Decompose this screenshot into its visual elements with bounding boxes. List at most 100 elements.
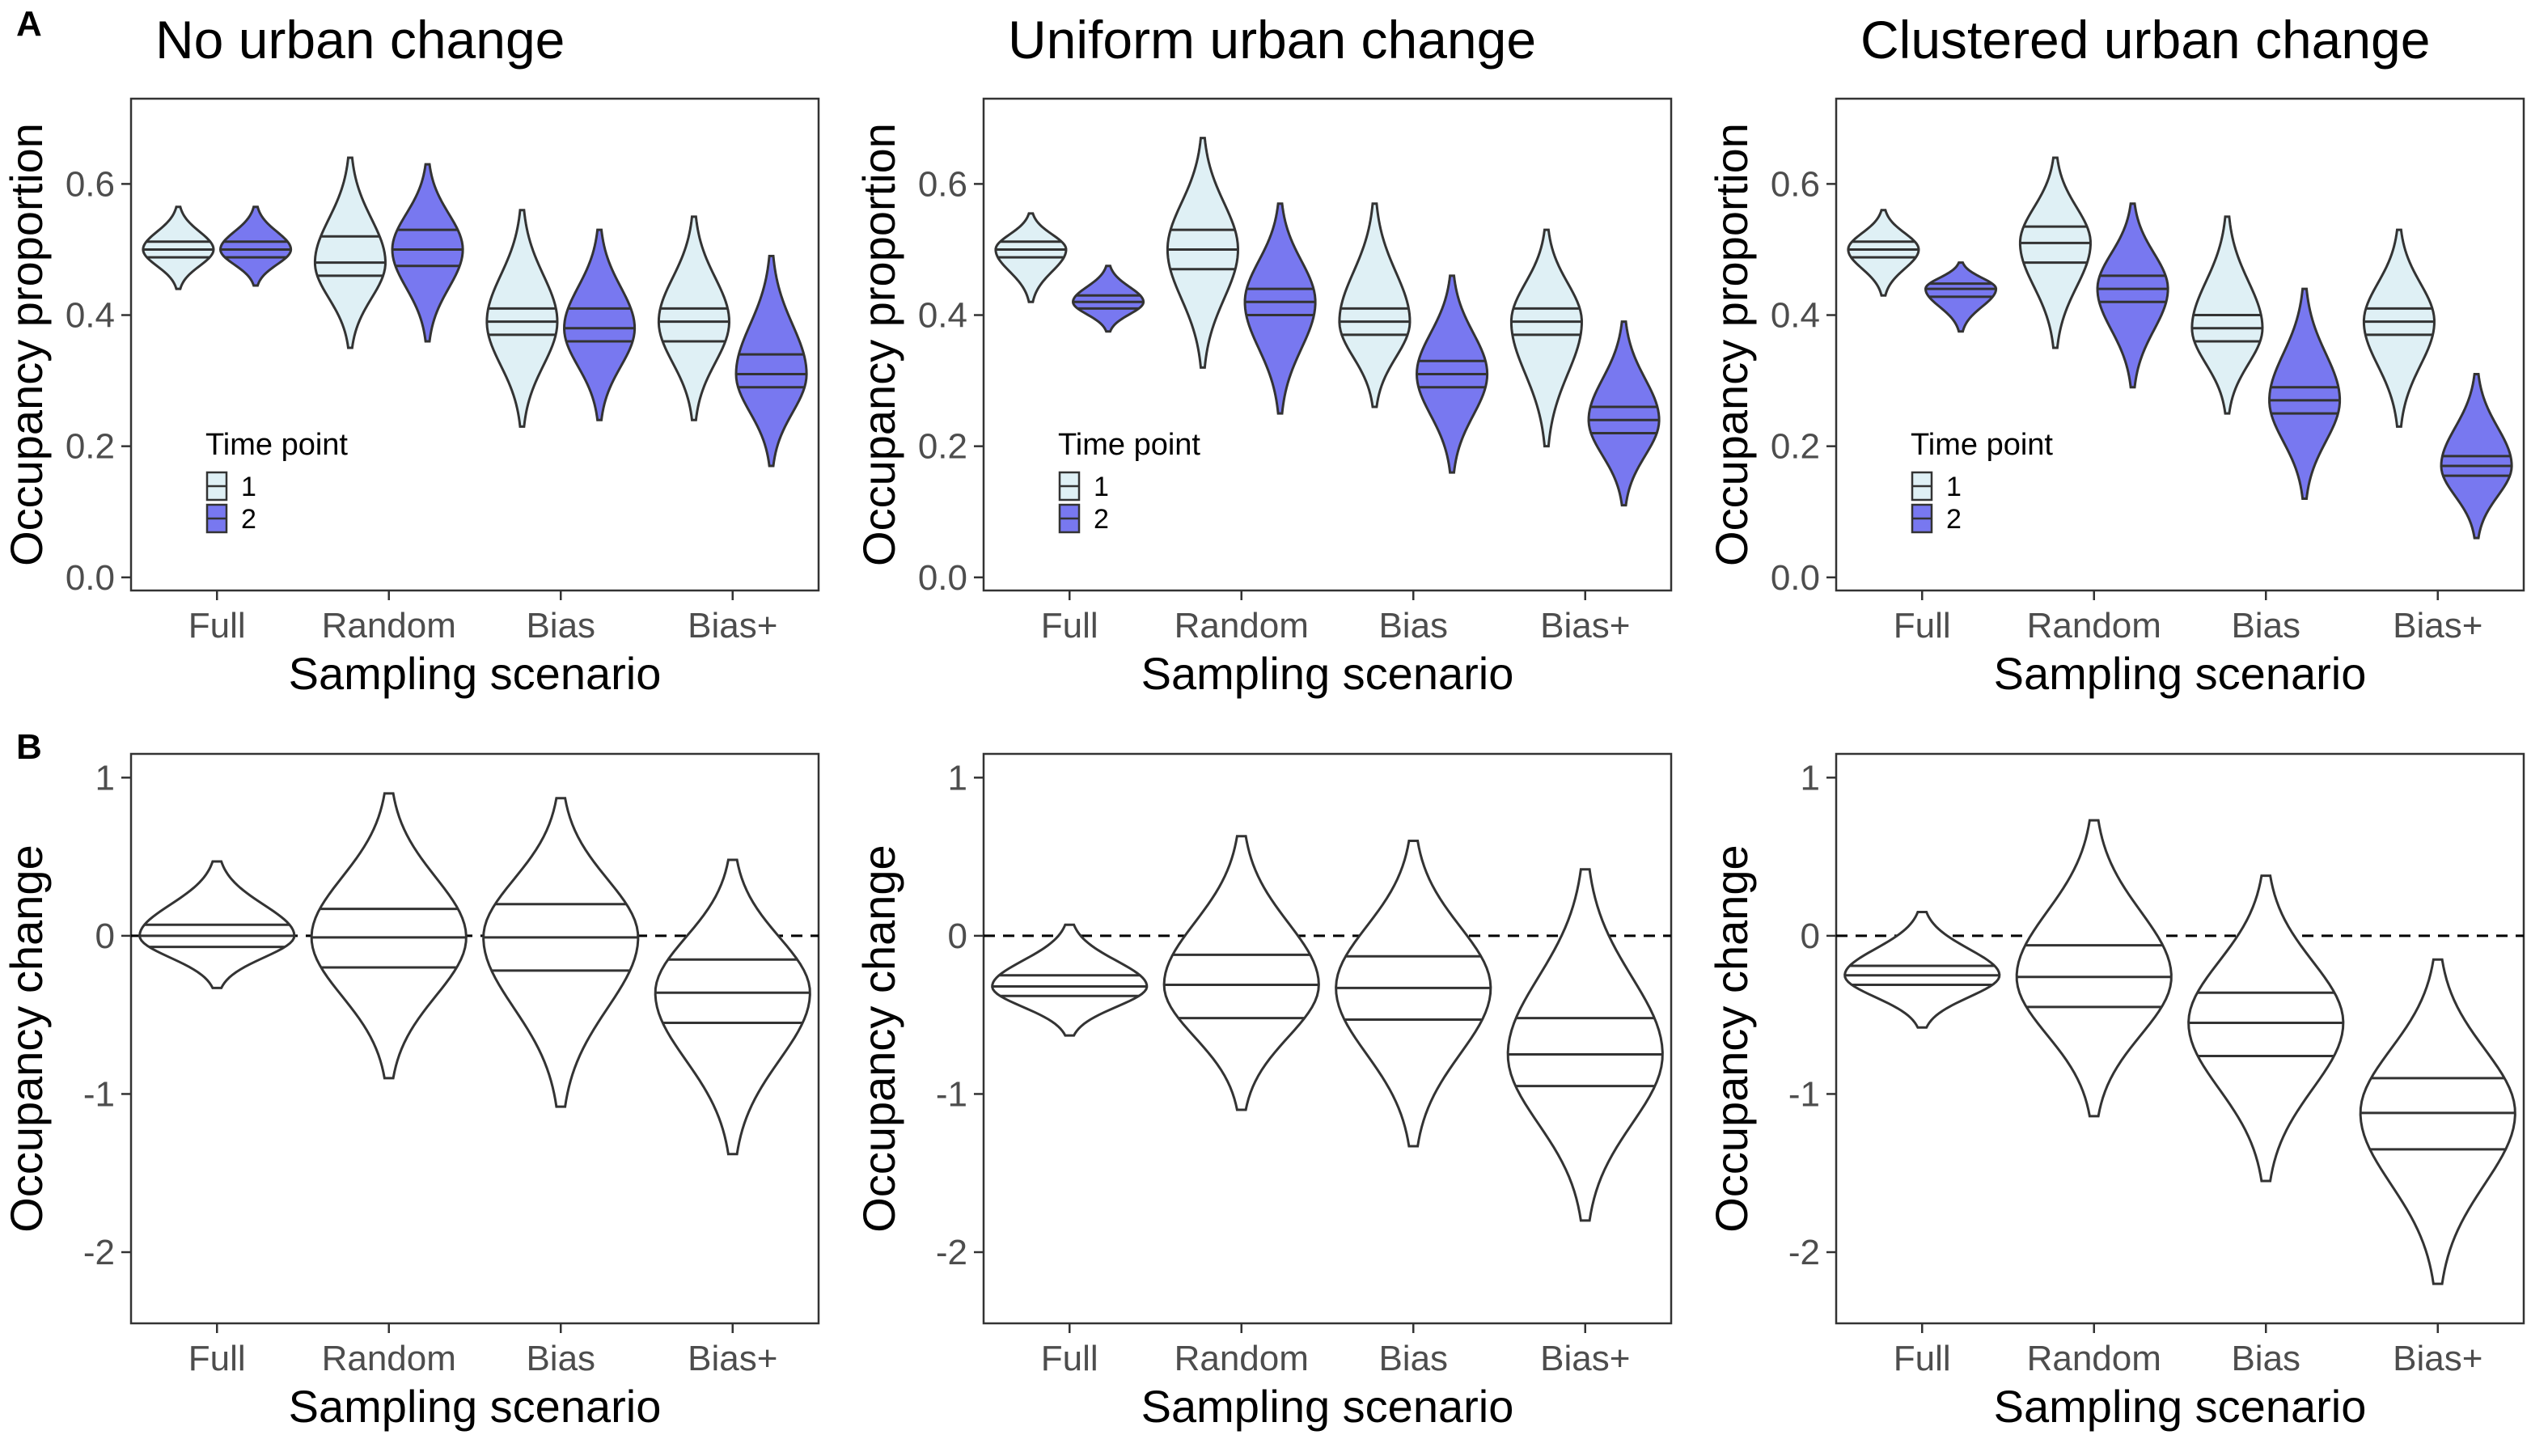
x-axis-label: Sampling scenario: [1994, 648, 2367, 699]
violin-tp2-full: [1072, 265, 1145, 333]
violin-full: [1843, 911, 2001, 1029]
violin-tp1-random: [2018, 156, 2092, 349]
violin-random: [1162, 835, 1320, 1111]
legend-label-2: 2: [241, 504, 256, 535]
violin-tp2-random: [391, 163, 464, 343]
violin-tp2-random: [2096, 202, 2169, 389]
chart-panel-5: -2 -1 0 1 Full Random Bias Bias+ Sampling scenar…: [853, 752, 1673, 1432]
panel-label-b: B: [16, 727, 42, 767]
y-tick-label: 1: [948, 758, 967, 798]
plot-frame: [1835, 752, 2525, 1325]
violin-tp2-bias: [563, 228, 637, 421]
plot-frame: [129, 97, 820, 592]
violin-bias-plus: [654, 858, 811, 1156]
y-tick-label: -1: [1788, 1074, 1820, 1114]
violin-bias-plus: [1506, 868, 1664, 1222]
legend-title: Time point: [1058, 428, 1200, 462]
violin-tp1-random: [313, 156, 387, 349]
y-tick-label: 0.6: [918, 164, 967, 204]
y-tick-label: 0.4: [66, 296, 115, 336]
x-axis-label: Sampling scenario: [1994, 1381, 2367, 1432]
y-axis-label: Occupancy proportion: [1, 123, 52, 566]
x-tick-label: Full: [1894, 1339, 1951, 1378]
violin-tp1-bias-plus: [2362, 228, 2436, 428]
legend: Time point 12: [205, 428, 348, 535]
violin-tp2-bias-plus: [734, 255, 808, 468]
x-tick-label: Bias: [526, 1339, 595, 1378]
legend: Time point 12: [1911, 428, 2053, 535]
x-tick-label: Full: [188, 606, 246, 645]
violin-bias: [482, 797, 640, 1108]
violin-bias: [1335, 840, 1492, 1148]
x-tick-label: Bias: [526, 606, 595, 645]
violin-tp1-bias: [485, 209, 559, 428]
violin-tp2-bias: [2268, 287, 2342, 501]
plot-frame: [129, 752, 820, 1325]
legend: Time point 12: [1058, 428, 1200, 535]
chart-panel-1: No urban change 0.0 0.2 0.4 0.6 Full Random Bia…: [1, 10, 820, 699]
x-tick-label: Random: [2027, 606, 2161, 645]
y-tick-label: 0: [1801, 916, 1820, 956]
y-tick-label: 1: [1801, 758, 1820, 798]
y-tick-label: 0: [95, 916, 115, 956]
violin-tp1-full: [1847, 209, 1920, 297]
x-tick-label: Bias+: [2393, 606, 2482, 645]
y-tick-label: 0.4: [1771, 296, 1820, 336]
y-tick-label: 1: [95, 758, 115, 798]
y-tick-label: 0.0: [918, 558, 967, 598]
chart-panel-4: -2 -1 0 1 Full Random Bias Bias+ Sampling scenar…: [1, 752, 820, 1432]
violin-random: [2015, 819, 2173, 1118]
violin-bias-plus: [2359, 958, 2516, 1285]
plot-frame: [982, 752, 1673, 1325]
legend-label-1: 1: [241, 472, 256, 502]
x-tick-label: Full: [188, 1339, 246, 1378]
legend-label-2: 2: [1094, 504, 1109, 535]
violin-tp1-bias: [1338, 202, 1412, 408]
x-tick-label: Bias+: [688, 606, 777, 645]
violin-tp1-bias-plus: [1509, 228, 1583, 448]
x-axis-label: Sampling scenario: [289, 648, 662, 699]
y-tick-label: -2: [1788, 1233, 1820, 1272]
violin-random: [310, 792, 468, 1080]
x-tick-label: Random: [322, 606, 456, 645]
y-tick-label: -2: [83, 1233, 115, 1272]
y-tick-label: -1: [83, 1074, 115, 1114]
plot-area: No urban change 0.0 0.2 0.4 0.6 Full Random Bia…: [1, 10, 2525, 1432]
y-tick-label: 0.2: [66, 427, 115, 467]
plot-frame: [982, 97, 1673, 592]
legend-title: Time point: [1911, 428, 2053, 462]
x-tick-label: Bias: [2231, 606, 2300, 645]
y-tick-label: 0.6: [66, 164, 115, 204]
x-tick-label: Bias: [1378, 1339, 1448, 1378]
violin-tp1-random: [1166, 137, 1239, 369]
violin-tp2-random: [1243, 202, 1317, 415]
y-tick-label: 0.0: [66, 558, 115, 598]
violin-tp1-full: [142, 205, 215, 290]
x-tick-label: Bias: [2231, 1339, 2300, 1378]
x-tick-label: Bias+: [2393, 1339, 2482, 1378]
x-tick-label: Random: [1175, 606, 1309, 645]
violin-bias: [2187, 874, 2345, 1183]
y-tick-label: 0.0: [1771, 558, 1820, 598]
x-tick-label: Random: [2027, 1339, 2161, 1378]
panel-title: No urban change: [155, 10, 565, 70]
violin-tp2-full: [218, 205, 293, 287]
y-tick-label: 0.4: [918, 296, 967, 336]
violin-full: [991, 923, 1149, 1037]
violin-tp2-bias-plus: [1587, 320, 1661, 507]
y-axis-label: Occupancy proportion: [1706, 123, 1757, 566]
y-tick-label: 0.2: [918, 427, 967, 467]
panel-label-a: A: [16, 4, 42, 44]
x-tick-label: Random: [1175, 1339, 1309, 1378]
y-tick-label: -2: [936, 1233, 967, 1272]
x-tick-label: Full: [1041, 1339, 1098, 1378]
x-tick-label: Full: [1894, 606, 1951, 645]
legend-label-1: 1: [1094, 472, 1109, 502]
legend-label-1: 1: [1946, 472, 1962, 502]
panel-title: Clustered urban change: [1860, 10, 2430, 70]
x-tick-label: Bias: [1378, 606, 1448, 645]
panel-title: Uniform urban change: [1008, 10, 1536, 70]
y-axis-label: Occupancy change: [853, 844, 904, 1232]
plot-frame: [1835, 97, 2525, 592]
